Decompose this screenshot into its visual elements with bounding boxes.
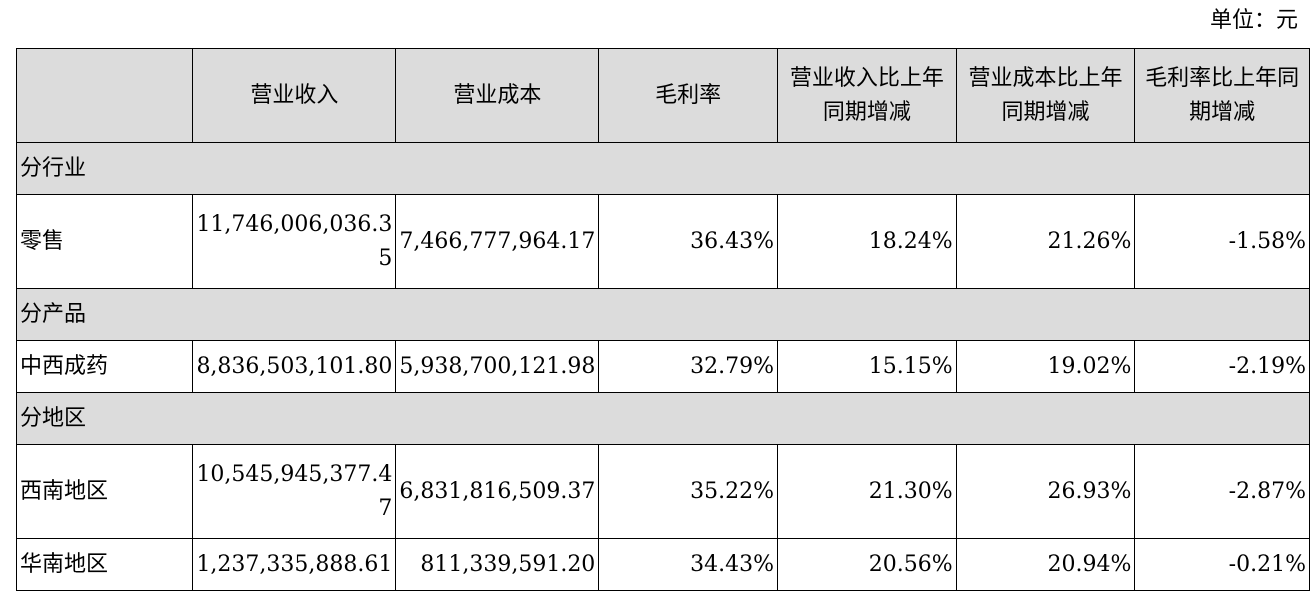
row-label: 中西成药 <box>15 340 194 393</box>
section-title: 分地区 <box>16 392 1310 445</box>
margin-change-cell: -2.19% <box>1134 340 1310 393</box>
margin-cell: 35.22% <box>598 444 778 539</box>
section-title: 分行业 <box>16 142 1310 195</box>
cost-change-cell: 21.26% <box>955 194 1136 289</box>
row-label: 零售 <box>15 194 194 289</box>
margin-change-cell: -0.21% <box>1134 538 1310 591</box>
financial-table: 营业收入 营业成本 毛利率 营业收入比上年同期增减 营业成本比上年同期增减 毛利… <box>15 48 1310 591</box>
section-row: 分行业 <box>16 142 1310 195</box>
header-margin-change: 毛利率比上年同期增减 <box>1134 48 1310 143</box>
header-revenue-change: 营业收入比上年同期增减 <box>777 48 957 143</box>
revenue-cell: 1,237,335,888.61 <box>192 538 397 591</box>
revenue-cell: 8,836,503,101.80 <box>192 340 397 393</box>
unit-label: 单位：元 <box>1209 8 1298 33</box>
header-cost: 营业成本 <box>395 48 600 143</box>
revenue-cell: 10,545,945,377.47 <box>192 444 397 539</box>
revenue-change-cell: 21.30% <box>777 444 957 539</box>
cost-cell: 6,831,816,509.37 <box>395 444 600 539</box>
cost-cell: 5,938,700,121.98 <box>395 340 600 393</box>
cost-change-cell: 20.94% <box>955 538 1136 591</box>
row-label: 华南地区 <box>15 538 194 591</box>
revenue-change-cell: 20.56% <box>777 538 957 591</box>
table-row: 西南地区 10,545,945,377.47 6,831,816,509.37 … <box>15 444 1310 539</box>
margin-change-cell: -2.87% <box>1134 444 1310 539</box>
cost-cell: 811,339,591.20 <box>395 538 600 591</box>
header-row: 营业收入 营业成本 毛利率 营业收入比上年同期增减 营业成本比上年同期增减 毛利… <box>15 48 1310 143</box>
revenue-change-cell: 15.15% <box>777 340 957 393</box>
revenue-change-cell: 18.24% <box>777 194 957 289</box>
table-row: 中西成药 8,836,503,101.80 5,938,700,121.98 3… <box>15 340 1310 393</box>
margin-cell: 32.79% <box>598 340 778 393</box>
margin-cell: 36.43% <box>598 194 778 289</box>
cost-cell: 7,466,777,964.17 <box>395 194 600 289</box>
row-label: 西南地区 <box>15 444 194 539</box>
section-row: 分产品 <box>16 288 1310 341</box>
header-cost-change: 营业成本比上年同期增减 <box>955 48 1136 143</box>
table-row: 华南地区 1,237,335,888.61 811,339,591.20 34.… <box>15 538 1310 591</box>
header-revenue: 营业收入 <box>192 48 397 143</box>
header-gross-margin: 毛利率 <box>598 48 778 143</box>
cost-change-cell: 26.93% <box>955 444 1136 539</box>
header-cell-empty <box>15 48 194 143</box>
margin-change-cell: -1.58% <box>1134 194 1310 289</box>
section-title: 分产品 <box>16 288 1310 341</box>
cost-change-cell: 19.02% <box>955 340 1136 393</box>
margin-cell: 34.43% <box>598 538 778 591</box>
section-row: 分地区 <box>16 392 1310 445</box>
revenue-cell: 11,746,006,036.35 <box>192 194 397 289</box>
table-row: 零售 11,746,006,036.35 7,466,777,964.17 36… <box>15 194 1310 289</box>
